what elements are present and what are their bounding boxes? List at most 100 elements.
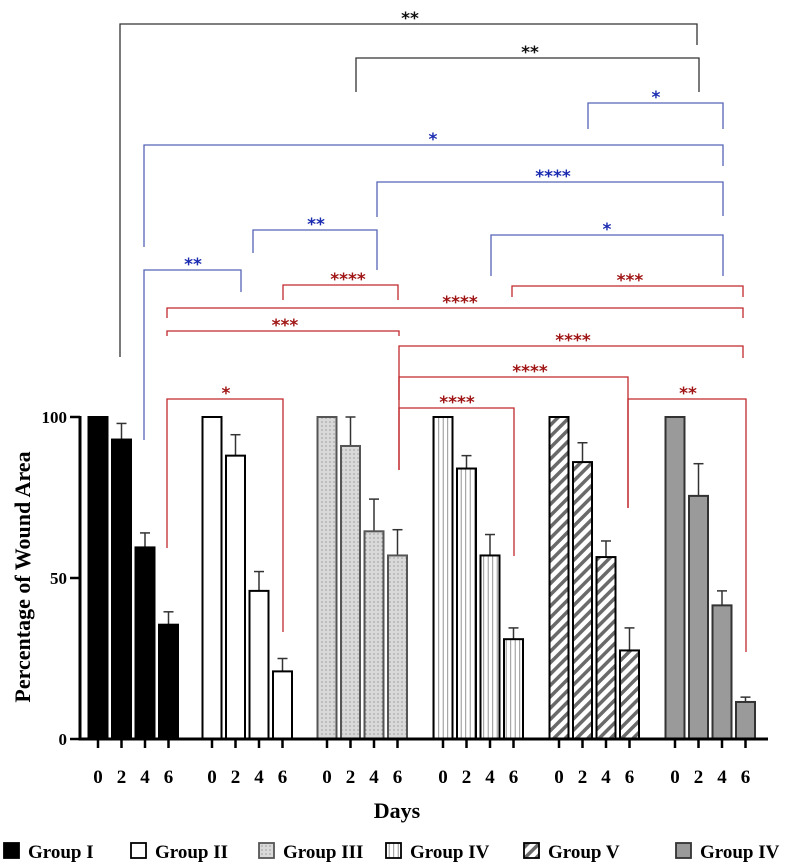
legend-swatch	[130, 842, 147, 859]
significance-label: **	[307, 215, 325, 235]
x-tick-label: 6	[393, 767, 403, 788]
significance-label: *	[603, 220, 612, 240]
significance-bracket: *	[587, 88, 724, 129]
significance-label: ****	[330, 270, 366, 290]
bar-6-day-6	[735, 700, 756, 740]
x-tick-label: 0	[554, 767, 564, 788]
bracket-line	[490, 234, 724, 276]
bar-2-day-2	[225, 454, 246, 740]
x-tick-label: 2	[694, 767, 704, 788]
bracket-line	[355, 57, 700, 92]
x-tick-label: 4	[140, 767, 150, 788]
x-tick-label: 2	[231, 767, 241, 788]
bar-5-day-0	[548, 416, 570, 740]
bars	[87, 416, 756, 741]
bar-2-day-4	[248, 589, 270, 740]
x-tick-label: 4	[601, 767, 611, 788]
x-tick-label: 0	[93, 767, 103, 788]
bracket-line	[282, 284, 399, 300]
bar-3-day-4	[363, 530, 385, 740]
significance-bracket: **	[119, 9, 698, 357]
significance-label: ****	[512, 362, 548, 382]
significance-bracket: **	[355, 43, 700, 92]
legend-item: Group IV	[675, 842, 780, 863]
bar-1-day-2	[111, 438, 132, 740]
legend-swatch	[523, 842, 540, 859]
significance-brackets: ************ ******* *********************…	[119, 9, 747, 652]
significance-bracket: ***	[511, 271, 744, 297]
significance-label: **	[401, 9, 419, 29]
significance-bracket: ****	[398, 393, 515, 556]
significance-label: ****	[442, 293, 478, 313]
significance-bracket: ****	[376, 167, 724, 217]
x-tick-label: 2	[117, 767, 127, 788]
bracket-line	[376, 181, 724, 217]
x-tick-label: 4	[254, 767, 264, 788]
x-tick-label: 4	[369, 767, 379, 788]
x-tick-label: 0	[322, 767, 332, 788]
bar-1-day-0	[87, 416, 109, 740]
legend-swatch	[675, 842, 692, 859]
legend-swatch	[3, 842, 20, 859]
significance-bracket: **	[143, 255, 242, 440]
x-tick-label: 2	[578, 767, 588, 788]
x-tick-label: 6	[741, 767, 751, 788]
significance-bracket: ***	[166, 316, 400, 336]
significance-label: *	[429, 130, 438, 150]
bar-4-day-6	[503, 638, 524, 740]
x-tick-label: 4	[485, 767, 495, 788]
significance-bracket: *	[490, 220, 724, 276]
bar-5-day-4	[595, 556, 617, 740]
x-tick-label: 2	[346, 767, 356, 788]
legend-swatch	[258, 842, 275, 859]
bracket-line	[587, 102, 724, 129]
significance-bracket: *	[166, 384, 284, 632]
bracket-line	[119, 23, 698, 357]
bar-1-day-6	[158, 623, 179, 740]
significance-label: ****	[535, 167, 571, 187]
legend-item: Group I	[3, 842, 94, 863]
bracket-line	[511, 285, 744, 297]
legend-item: Group II	[130, 842, 228, 863]
significance-label: *	[652, 88, 661, 108]
x-tick-label: 2	[462, 767, 472, 788]
bracket-line	[166, 398, 284, 632]
x-tick-label: 6	[164, 767, 174, 788]
legend-label: Group IV	[700, 842, 780, 863]
legend-label: Group II	[155, 842, 228, 863]
bar-3-day-2	[340, 444, 361, 740]
x-tick-label: 0	[438, 767, 448, 788]
bar-3-day-0	[316, 416, 338, 740]
significance-label: **	[679, 384, 697, 404]
legend-label: Group V	[548, 842, 620, 863]
bar-5-day-2	[572, 461, 593, 740]
legend-label: Group III	[283, 842, 363, 863]
bar-6-day-4	[711, 604, 733, 740]
significance-bracket: ****	[166, 293, 744, 318]
bar-4-day-0	[432, 416, 454, 740]
bar-2-day-6	[272, 670, 293, 741]
significance-bracket: ****	[282, 270, 399, 300]
x-tick-label: 4	[717, 767, 727, 788]
significance-label: *	[222, 384, 231, 404]
bar-4-day-2	[456, 467, 477, 740]
significance-label: **	[521, 43, 539, 63]
bar-6-day-2	[688, 494, 709, 741]
x-tick-label: 6	[278, 767, 288, 788]
significance-label: ****	[555, 331, 591, 351]
legend-label: Group I	[28, 842, 94, 863]
legend-item: Group III	[258, 842, 363, 863]
x-tick-label: 0	[207, 767, 217, 788]
bracket-line	[398, 407, 515, 556]
significance-label: ***	[272, 316, 299, 336]
legend-label: Group IV	[410, 842, 490, 863]
significance-bracket: *	[143, 130, 724, 247]
bar-3-day-6	[387, 554, 408, 741]
bar-5-day-6	[619, 649, 640, 741]
bar-1-day-4	[134, 546, 156, 740]
legend-item: Group IV	[385, 842, 490, 863]
legend-item: Group V	[523, 842, 620, 863]
